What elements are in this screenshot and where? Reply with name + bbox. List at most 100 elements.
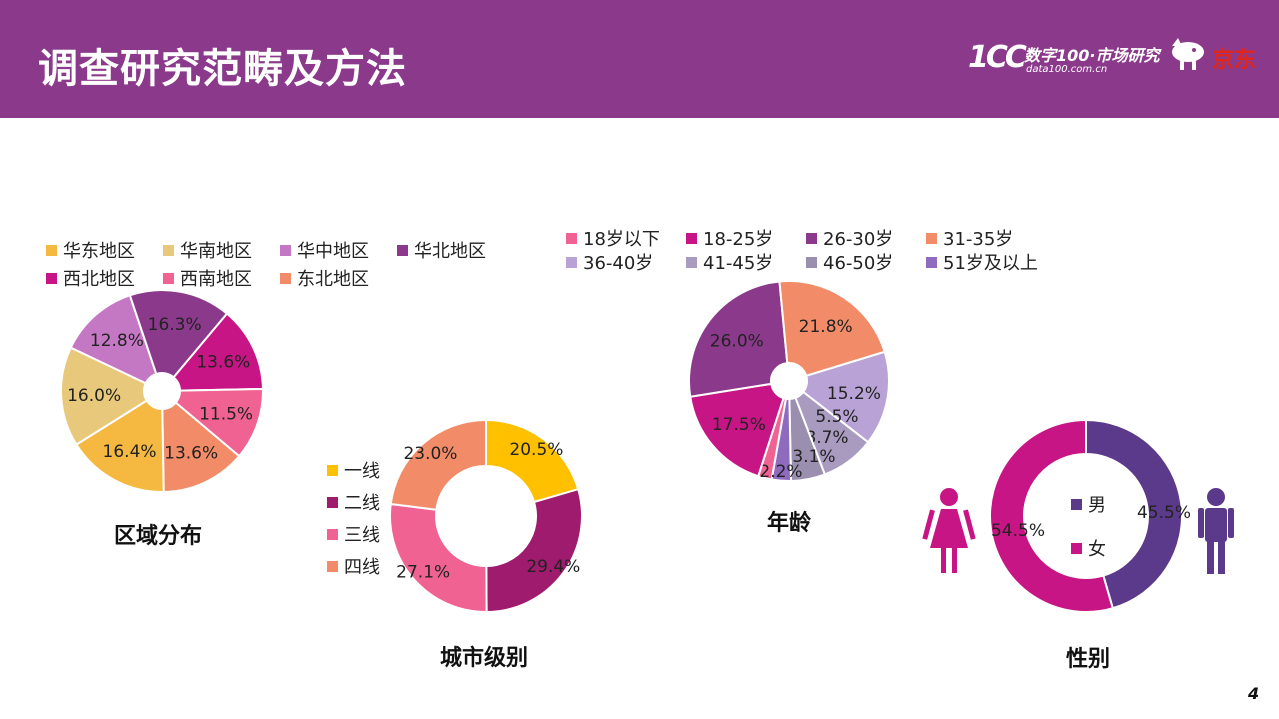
legend-item-southwest: 西南地区 <box>163 264 280 292</box>
gender-chart-title: 性别 <box>1066 647 1111 672</box>
data-label-region-4: 13.6% <box>196 353 250 373</box>
legend-label: 华中地区 <box>297 241 369 262</box>
legend-swatch <box>327 528 338 540</box>
slice-region-0 <box>75 399 165 493</box>
legend-swatch <box>806 256 817 268</box>
slice-city-3 <box>389 418 487 511</box>
data-label-region-0: 16.4% <box>103 442 157 462</box>
legend-item-age-3: 31-35岁 <box>926 226 1046 250</box>
slice-city-2 <box>389 502 488 613</box>
female-icon <box>922 488 976 573</box>
data-label-city-3: 23.0% <box>403 444 457 464</box>
slice-region-5 <box>174 387 264 458</box>
data-label-region-5: 11.5% <box>199 405 253 425</box>
legend-item-north: 华北地区 <box>397 236 514 264</box>
legend-item-central: 华中地区 <box>280 236 397 264</box>
data-label-city-0: 20.5% <box>509 440 563 460</box>
legend-item-female: 女 <box>1071 526 1106 570</box>
legend-item-age-7: 51岁及以上 <box>926 250 1046 274</box>
legend-item-age-5: 41-45岁 <box>686 250 806 274</box>
data-label-city-2: 27.1% <box>396 563 450 583</box>
legend-item-age-0: 18岁以下 <box>566 226 686 250</box>
header-bar: 调查研究范畴及方法 1CC 数字100·市场研究 data100.com.cn … <box>0 0 1279 118</box>
legend-label: 36-40岁 <box>583 253 654 274</box>
legend-item-east: 华东地区 <box>46 236 163 264</box>
legend-label: 四线 <box>344 557 380 578</box>
slice-region-1 <box>60 346 149 446</box>
legend-swatch <box>163 244 174 256</box>
male-icon <box>1198 488 1234 574</box>
legend-label: 华东地区 <box>63 241 135 262</box>
legend-swatch <box>327 496 338 508</box>
age-pie-chart: 15.2% 8.7%5.5% 3.1%2.2% 17.5% 26.0% 21.8% <box>688 280 890 482</box>
page-title: 调查研究范畴及方法 <box>38 46 407 92</box>
legend-swatch <box>163 272 174 284</box>
brand-url: data100.com.cn <box>1026 64 1108 75</box>
legend-swatch <box>926 232 937 244</box>
slice-age-1 <box>689 382 785 478</box>
legend-label: 西南地区 <box>180 269 252 290</box>
legend-item-male: 男 <box>1071 482 1106 526</box>
legend-label: 女 <box>1088 539 1106 560</box>
legend-swatch <box>686 256 697 268</box>
slice-age-4 <box>801 350 890 444</box>
slice-region-3 <box>128 289 229 379</box>
legend-label: 西北地区 <box>63 269 135 290</box>
legend-item-age-1: 18-25岁 <box>686 226 806 250</box>
legend-item-age-2: 26-30岁 <box>806 226 926 250</box>
partner-name: 京东 <box>1212 48 1257 73</box>
data-label-age-4: 15.2% <box>827 384 881 404</box>
data-label-city-1: 29.4% <box>526 557 580 577</box>
slice-region-4 <box>172 312 265 392</box>
city-chart-title: 城市级别 <box>440 646 529 671</box>
region-pie-chart: 13.6% 11.5% 13.6% 16.4% 16.0% 12.8%16.3% <box>60 289 265 494</box>
legend-swatch <box>566 256 577 268</box>
gender-donut-chart: 45.5% 54.5% <box>989 418 1191 613</box>
city-donut-chart: 20.5% 29.4% 27.1% 23.0% <box>389 418 583 614</box>
legend-swatch <box>1071 542 1082 554</box>
legend-swatch <box>46 272 57 284</box>
slice-gender-0 <box>1085 418 1183 610</box>
data-label-age-1: 17.5% <box>712 415 766 435</box>
slice-region-2 <box>69 293 158 385</box>
legend-label: 18岁以下 <box>583 229 660 250</box>
dog-icon <box>1172 38 1204 70</box>
legend-label: 18-25岁 <box>703 229 774 250</box>
region-legend: 华东地区 华南地区 华中地区 华北地区 西北地区 西南地区 东北地区 <box>46 236 516 292</box>
legend-swatch <box>327 464 338 476</box>
partner-logo: 京东 <box>1168 36 1274 76</box>
data-label-gender-1: 54.5% <box>991 521 1045 541</box>
legend-swatch <box>806 232 817 244</box>
page-number: 4 <box>1248 684 1260 703</box>
legend-swatch <box>280 272 291 284</box>
legend-label: 华南地区 <box>180 241 252 262</box>
slice-gender-1 <box>989 418 1115 613</box>
brand-logo-mark: 1CC <box>968 40 1027 75</box>
age-legend: 18岁以下 18-25岁 26-30岁 31-35岁 36-40岁 41-45岁… <box>566 226 1056 274</box>
legend-swatch <box>46 244 57 256</box>
data-label-age-7: 3.1% <box>792 447 835 467</box>
legend-item-south: 华南地区 <box>163 236 280 264</box>
legend-item-age-6: 46-50岁 <box>806 250 926 274</box>
data-label-age-5: 8.7% <box>805 428 848 448</box>
data-label-age-0: 2.2% <box>759 462 802 482</box>
legend-label: 31-35岁 <box>943 229 1014 250</box>
legend-item-tier3: 三线 <box>327 518 380 550</box>
data-label-region-1: 16.0% <box>67 386 121 406</box>
legend-label: 26-30岁 <box>823 229 894 250</box>
legend-label: 三线 <box>344 525 380 546</box>
slice-age-2 <box>688 280 789 398</box>
legend-item-tier2: 二线 <box>327 486 380 518</box>
city-legend: 一线 二线 三线 四线 <box>327 454 380 582</box>
legend-item-tier1: 一线 <box>327 454 380 486</box>
age-chart-title: 年龄 <box>767 511 812 536</box>
legend-label: 41-45岁 <box>703 253 774 274</box>
legend-swatch <box>327 560 338 572</box>
gender-legend: 男 女 <box>1071 482 1106 570</box>
legend-item-northeast: 东北地区 <box>280 264 397 292</box>
legend-label: 华北地区 <box>414 241 486 262</box>
data-label-age-2: 26.0% <box>710 332 764 352</box>
legend-swatch <box>397 244 408 256</box>
slice-age-3 <box>778 280 886 377</box>
